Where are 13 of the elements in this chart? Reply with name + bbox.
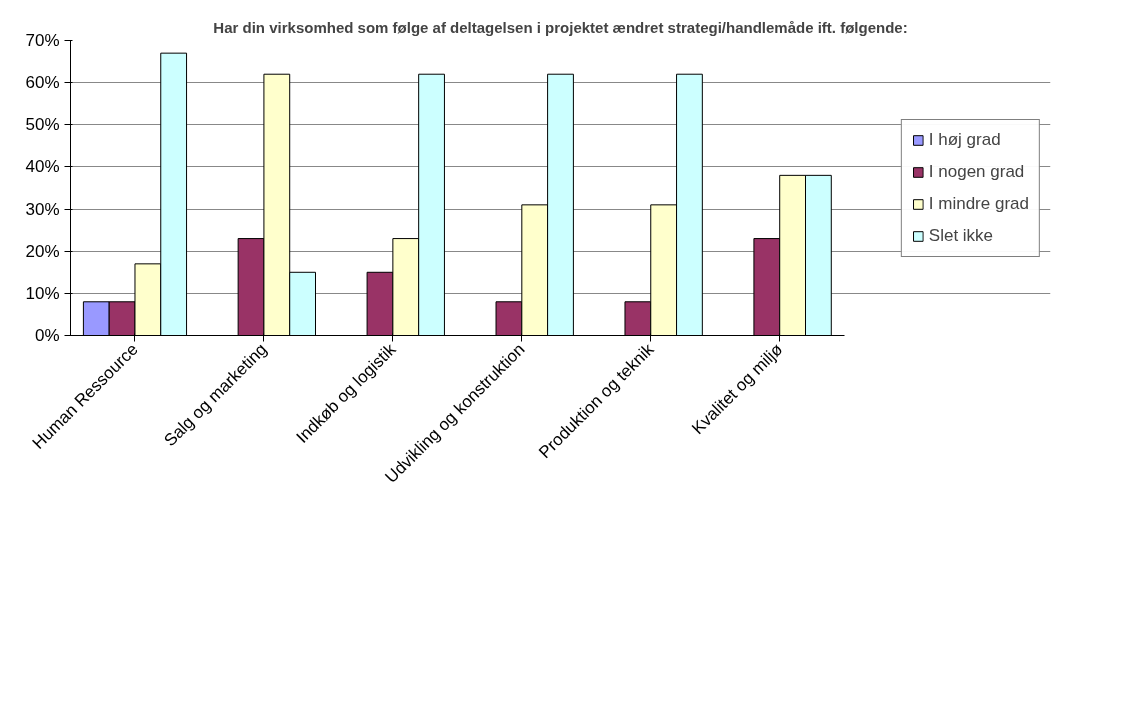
y-tick-label: 20%	[25, 241, 60, 261]
legend-label: I høj grad	[928, 129, 1001, 150]
y-tick-label: 30%	[25, 199, 60, 219]
y-tick-label: 60%	[25, 73, 60, 93]
y-tick-label: 50%	[25, 115, 60, 135]
y-tick-label: 0%	[34, 326, 60, 345]
y-tick-label: 40%	[25, 157, 60, 177]
y-tick-label: 70%	[25, 31, 60, 50]
legend-label: Slet ikke	[928, 225, 994, 246]
y-tick-label: 10%	[25, 283, 60, 303]
legend-label: I mindre grad	[928, 193, 1029, 214]
chart-title: Har din virksomhed som følge af deltagelsen i projektet ændret strategi/handlemåde ift. følgende:	[213, 18, 908, 36]
legend-label: I nogen grad	[928, 161, 1025, 182]
